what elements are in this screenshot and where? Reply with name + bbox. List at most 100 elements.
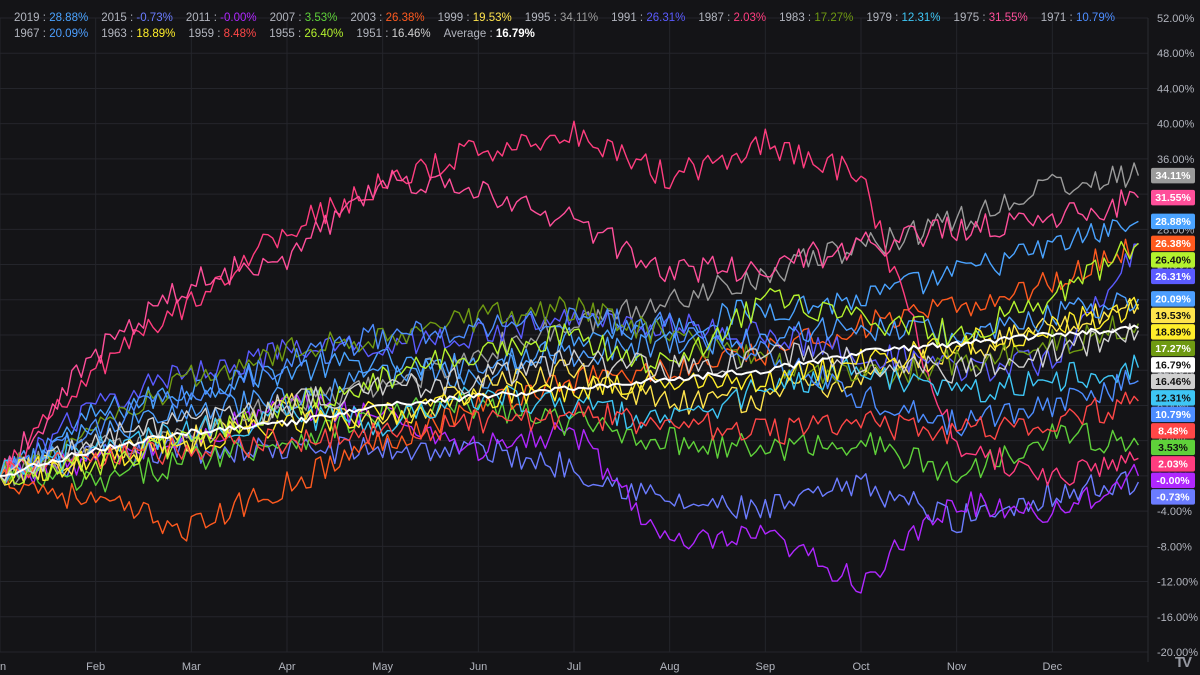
legend-separator: :: [382, 28, 392, 40]
end-label-value: 26.38%: [1155, 238, 1191, 250]
series-line-1967: [0, 292, 1140, 486]
y-tick-label: -16.00%: [1157, 612, 1198, 624]
legend-series-name: 1951: [356, 28, 382, 40]
legend-item-average[interactable]: Average : 16.79%: [444, 26, 535, 42]
end-label-value: 26.31%: [1155, 271, 1191, 283]
legend-item-1959[interactable]: 1959 : 8.48%: [188, 26, 256, 42]
legend-item-1999[interactable]: 1999 : 19.53%: [438, 10, 512, 26]
legend-item-1991[interactable]: 1991 : 26.31%: [611, 10, 685, 26]
legend-item-1995[interactable]: 1995 : 34.11%: [525, 10, 598, 26]
legend-series-value: 12.31%: [901, 12, 941, 24]
end-label-badge: [1151, 213, 1195, 230]
legend-series-name: 1983: [779, 12, 805, 24]
end-label-value: 3.53%: [1158, 442, 1188, 454]
legend-series-name: 2007: [269, 12, 296, 24]
legend-item-2015[interactable]: 2015 : -0.73%: [101, 10, 173, 26]
end-label-badge: [1151, 268, 1195, 285]
legend-separator: :: [210, 12, 221, 24]
series-line-1987: [0, 120, 1139, 487]
legend: 2019 : 28.88% 2015 : -0.73% 2011 : -0.00% 2…: [14, 10, 1149, 42]
end-label-1955: 26.40%: [1151, 252, 1195, 268]
end-label-value: 28.88%: [1155, 216, 1191, 228]
legend-item-1979[interactable]: 1979 : 12.31%: [866, 10, 940, 26]
end-label-badge: [1151, 439, 1195, 456]
legend-series-value: 8.48%: [223, 28, 257, 40]
y-tick-label: 48.00%: [1157, 48, 1195, 60]
end-label-badge: [1151, 406, 1195, 423]
end-label-value: 26.40%: [1155, 254, 1191, 266]
end-label-badge: [1151, 472, 1195, 489]
end-label-badge: [1151, 167, 1195, 184]
legend-separator: :: [1066, 12, 1076, 24]
end-label-1963: 18.89%: [1151, 324, 1195, 340]
legend-separator: :: [804, 12, 815, 24]
legend-series-name: 1975: [953, 12, 980, 24]
legend-item-2003[interactable]: 2003 : 26.38%: [350, 10, 424, 26]
end-label-value: 18.89%: [1155, 326, 1191, 338]
end-label-2011: -0.00%: [1151, 472, 1195, 489]
legend-separator: :: [294, 28, 305, 40]
legend-separator: :: [295, 12, 305, 24]
legend-item-1955[interactable]: 1955 : 26.40%: [269, 26, 343, 42]
end-label-value: 16.79%: [1155, 359, 1191, 371]
x-tick-label: Aug: [660, 661, 680, 673]
legend-item-1963[interactable]: 1963 : 18.89%: [101, 26, 175, 42]
end-label-1999: 19.53%: [1151, 307, 1195, 324]
end-label-badge: [1151, 390, 1195, 406]
end-label-value: 10.79%: [1155, 409, 1191, 421]
legend-item-1975[interactable]: 1975 : 31.55%: [954, 10, 1028, 26]
legend-series-name: 1967: [14, 28, 40, 40]
legend-item-1987[interactable]: 1987 : 2.03%: [698, 10, 766, 26]
legend-item-1951[interactable]: 1951 : 16.46%: [356, 26, 430, 42]
end-label-value: 12.31%: [1155, 392, 1191, 404]
legend-series-value: 28.88%: [49, 12, 89, 24]
end-label-value: -0.73%: [1156, 491, 1190, 503]
x-tick-label: Jul: [567, 661, 581, 673]
legend-item-2019[interactable]: 2019 : 28.88%: [14, 10, 88, 26]
y-tick-label: -8.00%: [1157, 541, 1192, 553]
end-label-badge: [1151, 340, 1195, 357]
x-tick-label: Sep: [756, 661, 776, 673]
end-label-value: 20.09%: [1155, 293, 1191, 305]
series-line-1959: [0, 391, 1139, 485]
end-label-2019: 28.88%: [1151, 213, 1195, 230]
legend-item-2007[interactable]: 2007 : 3.53%: [270, 10, 338, 26]
end-label-1951: 16.46%: [1151, 373, 1195, 390]
legend-item-1983[interactable]: 1983 : 17.27%: [779, 10, 853, 26]
legend-item-1967[interactable]: 1967 : 20.09%: [14, 26, 88, 42]
x-tick-label: Dec: [1043, 661, 1063, 673]
end-label-badge: [1151, 456, 1195, 472]
legend-item-1971[interactable]: 1971 : 10.79%: [1041, 10, 1115, 26]
legend-series-name: 1999: [437, 12, 464, 24]
end-label-badge: [1151, 423, 1195, 439]
end-label-average: 16.79%: [1151, 357, 1195, 373]
end-label-badge: [1151, 324, 1195, 340]
legend-separator: :: [723, 12, 734, 24]
end-label-1971: 10.79%: [1151, 406, 1195, 423]
end-label-badge: [1151, 373, 1195, 390]
legend-series-name: 2019: [14, 12, 40, 24]
legend-series-value: 26.38%: [385, 12, 425, 24]
legend-series-value: -0.00%: [220, 12, 257, 24]
end-label-1959: 8.48%: [1151, 423, 1195, 439]
legend-item-2011[interactable]: 2011 : -0.00%: [186, 10, 257, 26]
y-tick-label: 52.00%: [1157, 13, 1195, 25]
x-tick-label: Jun: [469, 661, 487, 673]
x-tick-label: Nov: [947, 661, 967, 673]
legend-series-name: 2003: [350, 12, 376, 24]
series-line-1963: [0, 296, 1140, 486]
legend-series-value: 19.53%: [472, 12, 512, 24]
legend-series-name: 1971: [1040, 12, 1067, 24]
series-line-1951: [0, 323, 1140, 482]
series-line-1995: [0, 162, 1140, 486]
legend-separator: :: [486, 28, 496, 40]
legend-series-name: 1987: [698, 12, 724, 24]
series-line-2003: [0, 238, 1139, 542]
end-label-2003: 26.38%: [1151, 235, 1195, 252]
end-label-badge: [1151, 189, 1195, 206]
legend-series-value: 34.11%: [559, 12, 599, 24]
legend-series-value: 31.55%: [988, 12, 1028, 24]
y-tick-label: 36.00%: [1157, 154, 1195, 166]
